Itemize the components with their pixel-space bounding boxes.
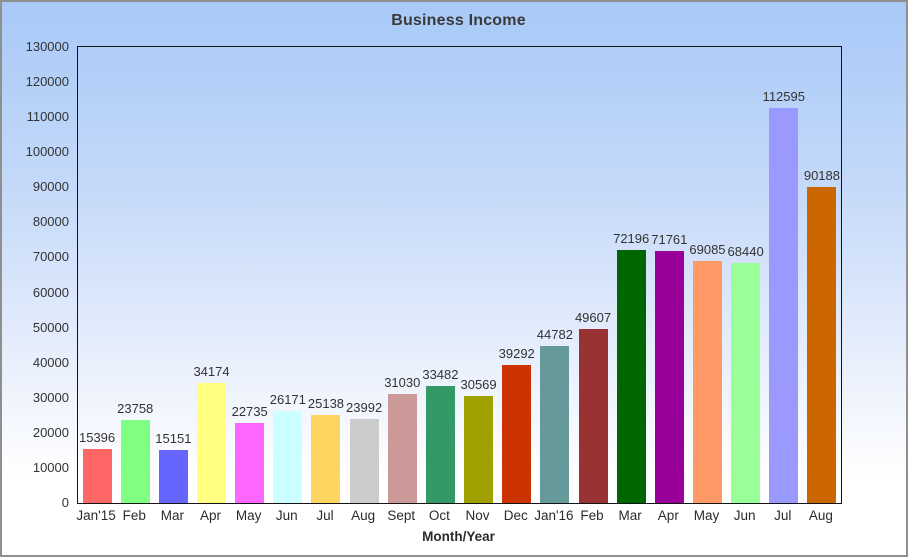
- bar: [616, 250, 646, 503]
- y-tick-label: 130000: [25, 39, 69, 54]
- bar: [654, 251, 684, 503]
- bar: [502, 365, 532, 503]
- bar: [464, 396, 494, 503]
- x-tick-label: Jun: [733, 508, 756, 523]
- x-tick-label: May: [235, 508, 262, 523]
- y-tick-label: 10000: [32, 459, 69, 475]
- bar-value-label: 23992: [346, 400, 383, 415]
- y-tick-label: 50000: [32, 319, 69, 335]
- y-tick-label: 120000: [25, 74, 69, 90]
- bar: [387, 394, 417, 503]
- bar: [731, 263, 761, 503]
- chart-title: Business Income: [391, 12, 526, 29]
- y-tick-label: 80000: [32, 214, 69, 230]
- bar-value-label: 23758: [117, 401, 154, 416]
- x-tick-label: Mar: [160, 508, 184, 523]
- x-tick-label: Sept: [387, 508, 416, 523]
- bar: [158, 450, 188, 503]
- bar-value-label: 30569: [460, 377, 497, 392]
- x-tick-label: Jul: [774, 508, 792, 523]
- x-tick-label: Apr: [200, 508, 222, 523]
- x-tick-label: Jan'15: [76, 508, 116, 523]
- y-tick-label: 0: [61, 495, 69, 510]
- bar-value-label: 71761: [651, 232, 688, 247]
- bar: [769, 108, 799, 503]
- bar-value-label: 90188: [803, 168, 840, 183]
- bar: [578, 329, 608, 503]
- y-tick-label: 20000: [32, 424, 69, 440]
- bar-value-label: 33482: [422, 367, 459, 382]
- x-axis-title: Month/Year: [422, 529, 495, 544]
- x-tick-label: Dec: [503, 508, 528, 523]
- bar-value-label: 39292: [498, 346, 535, 361]
- bar-value-label: 44782: [536, 327, 573, 342]
- bar: [120, 420, 150, 503]
- x-tick-label: Aug: [808, 508, 833, 523]
- y-tick-label: 110000: [26, 109, 69, 125]
- x-tick-label: Oct: [428, 508, 450, 523]
- bar-value-label: 72196: [613, 231, 650, 246]
- bar: [273, 411, 303, 503]
- bar-value-label: 112595: [762, 89, 805, 104]
- bar-value-label: 22735: [231, 404, 268, 419]
- x-tick-label: May: [693, 508, 720, 523]
- x-tick-label: Feb: [122, 508, 146, 523]
- bar: [235, 423, 265, 503]
- bar: [692, 261, 722, 503]
- bar-value-label: 34174: [193, 364, 230, 379]
- y-tick-label: 60000: [32, 284, 69, 300]
- bar-value-label: 15396: [78, 430, 116, 445]
- plot-area: 15396 23758 15151 34174 22735 26171 25138 23992…: [77, 46, 842, 504]
- y-tick-label: 100000: [25, 144, 69, 160]
- y-tick-label: 40000: [32, 354, 69, 370]
- bar: [82, 449, 112, 503]
- bar: [197, 383, 227, 503]
- bar: [349, 419, 379, 503]
- y-tick-label: 70000: [32, 249, 69, 265]
- bar-value-label: 25138: [307, 396, 345, 411]
- bar-value-label: 26171: [269, 392, 306, 407]
- x-tick-label: Aug: [351, 508, 376, 523]
- bar-value-label: 49607: [574, 310, 612, 325]
- bar-value-label: 31030: [384, 375, 421, 390]
- bar: [311, 415, 341, 503]
- x-tick-label: Nov: [465, 508, 490, 523]
- x-tick-label: Jan'16: [534, 508, 574, 523]
- bar-value-label: 68440: [727, 244, 764, 259]
- x-tick-label: Mar: [618, 508, 642, 523]
- x-tick-label: Jul: [316, 508, 334, 523]
- bar: [425, 386, 455, 503]
- x-tick-label: Apr: [657, 508, 679, 523]
- bar: [540, 346, 570, 503]
- bar: [807, 187, 837, 503]
- bar-value-label: 15151: [155, 431, 192, 446]
- x-tick-label: Jun: [275, 508, 298, 523]
- bar-value-label: 69085: [689, 242, 726, 257]
- y-tick-label: 90000: [32, 179, 69, 195]
- x-tick-label: Feb: [580, 508, 604, 523]
- y-tick-label: 30000: [32, 389, 69, 405]
